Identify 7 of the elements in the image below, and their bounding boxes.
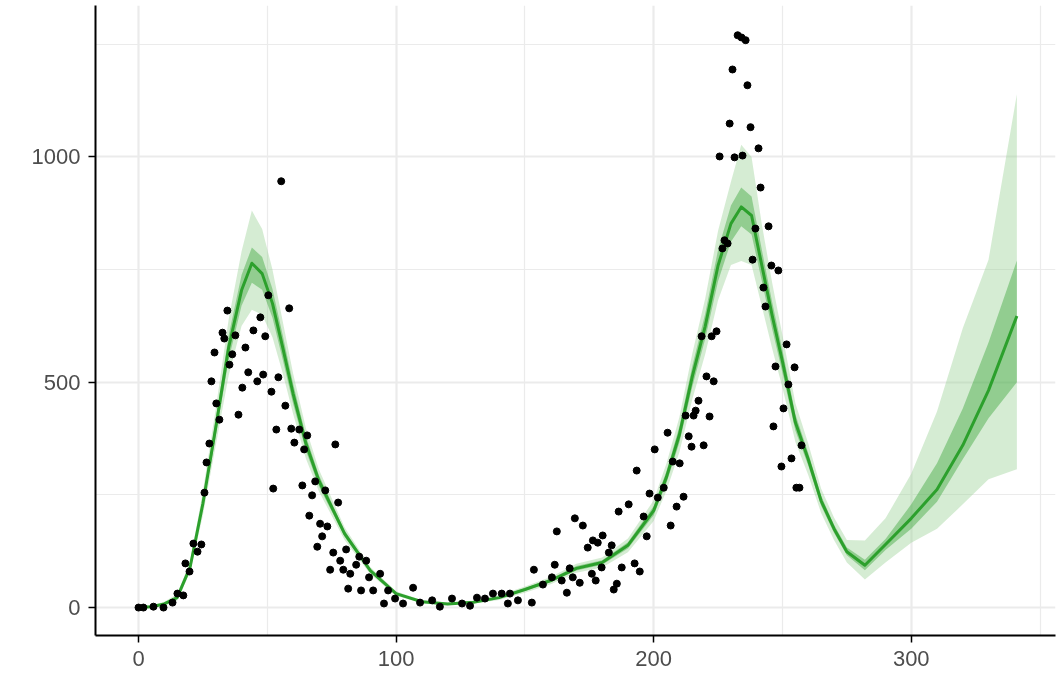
y-tick-label: 500 [43,369,81,395]
x-tick-label: 300 [892,645,930,671]
x-tick-label: 100 [377,645,415,671]
y-tick-label: 0 [68,595,81,621]
x-tick-label: 200 [635,645,673,671]
x-tick-label: 0 [132,645,145,671]
y-tick-label: 1000 [31,144,81,170]
